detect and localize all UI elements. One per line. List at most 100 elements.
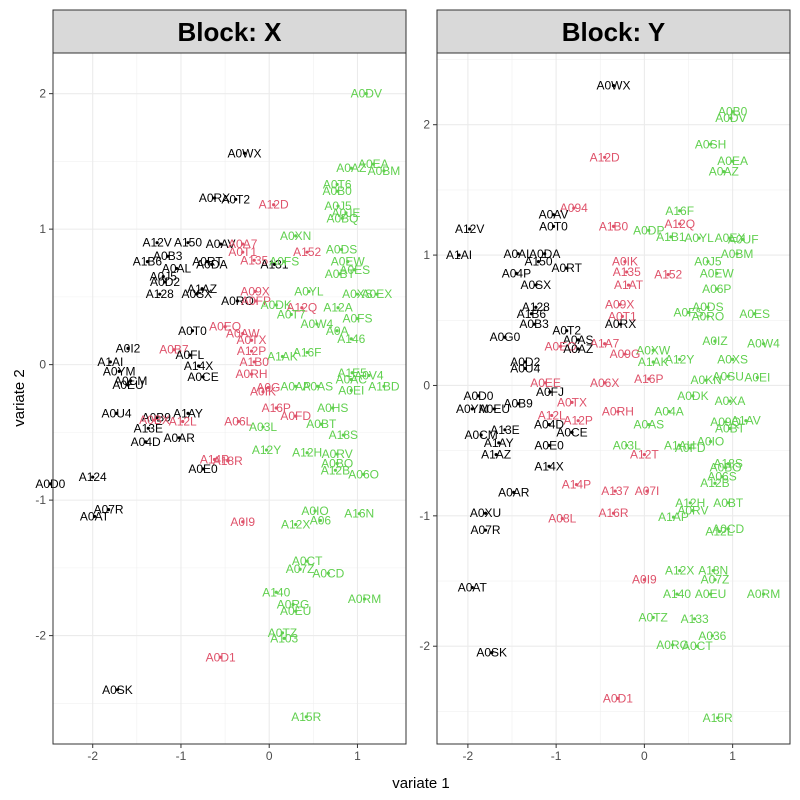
point-marker [729,116,733,120]
point-marker [340,216,345,220]
y-tick-label: -2 [35,629,46,643]
point-label: A0XA [715,394,746,408]
point-label: A0FD [675,441,706,455]
point-marker [210,262,214,266]
point-marker [316,384,320,388]
point-marker [241,520,245,524]
point-marker [241,250,245,254]
point-marker [706,305,710,309]
point-label: A0SK [476,646,507,660]
point-label: A07R [471,523,501,537]
point-label: A0RG [277,597,310,611]
point-label: A0BO [710,461,742,475]
point-label: A0RG [656,638,689,652]
x-tick-label: -1 [551,749,562,763]
point-marker [319,422,323,426]
point-label: A16R [598,506,628,520]
point-marker [272,262,277,266]
point-marker [294,384,298,388]
point-marker [669,235,673,239]
point-marker [625,270,629,274]
x-tick-label: 0 [641,749,648,763]
point-marker [623,260,627,264]
point-label: A0RV [677,504,708,518]
point-label: A103 [270,631,298,645]
point-marker [294,414,298,418]
point-marker [349,337,353,341]
point-marker [479,433,483,437]
point-label: A0KN [690,373,721,387]
point-label: A12X [281,518,310,532]
point-marker [512,490,516,494]
point-label: A0XS [717,352,748,366]
point-label: A0T2 [552,324,581,338]
point-label: A0RX [199,191,230,205]
point-marker [468,227,472,231]
point-marker [675,592,679,596]
point-label: A0RT [551,261,582,275]
point-marker [697,236,701,240]
point-marker [272,203,276,207]
point-label: A0BT [325,267,356,281]
point-marker [274,406,278,410]
point-marker [335,182,339,187]
point-marker [616,409,620,414]
point-label: A135 [613,265,641,279]
point-label: A0AC [336,373,368,387]
point-marker [642,578,646,582]
point-marker [618,322,623,326]
point-label: A0AV [206,237,236,251]
y-axis-title: variate 2 [11,369,28,427]
point-marker [174,266,179,271]
point-marker [367,373,371,378]
point-label: A0AS [563,333,594,347]
point-marker [731,159,735,163]
point-label: A09G [610,347,641,361]
point-marker [172,348,176,352]
point-marker [548,390,552,394]
point-label: A14X [184,359,213,373]
point-label: A152 [293,245,321,259]
point-marker [603,381,607,385]
point-label: A1AV [731,414,761,428]
point-marker [706,260,710,264]
point-label: A1B0 [599,219,629,233]
point-label: A1E5 [337,366,367,380]
point-marker [547,464,551,468]
point-marker [249,338,254,342]
point-label: A0CT [292,554,323,568]
point-marker [152,418,157,422]
point-label: A0I9 [230,515,255,529]
point-marker [611,511,616,515]
point-marker [313,509,317,513]
point-marker [294,522,298,527]
point-label: A0G0 [490,330,521,344]
point-marker [713,481,717,485]
point-label: A06P [702,282,731,296]
point-label: A0BT [715,421,746,435]
point-marker [560,516,564,521]
point-marker [338,272,342,276]
point-label: A0SK [102,683,133,697]
point-marker [691,394,695,398]
point-marker [678,222,682,226]
point-label: A1AY [173,406,203,420]
point-label: A1AI [97,355,123,369]
plot-border-block-x [52,52,407,745]
point-label: A0DV [715,111,746,125]
point-marker [547,422,551,427]
point-label: A0D1 [603,691,633,705]
point-label: A0RT [192,255,223,269]
point-marker [382,384,386,388]
point-marker [565,329,569,333]
point-marker [305,559,309,563]
point-marker [647,377,651,381]
point-marker [723,466,728,470]
point-label: A0T2 [221,192,250,206]
point-marker [335,189,339,193]
x-tick-label: 0 [266,749,273,763]
point-label: A0I2 [116,341,141,355]
point-label: A0CD [312,566,344,580]
